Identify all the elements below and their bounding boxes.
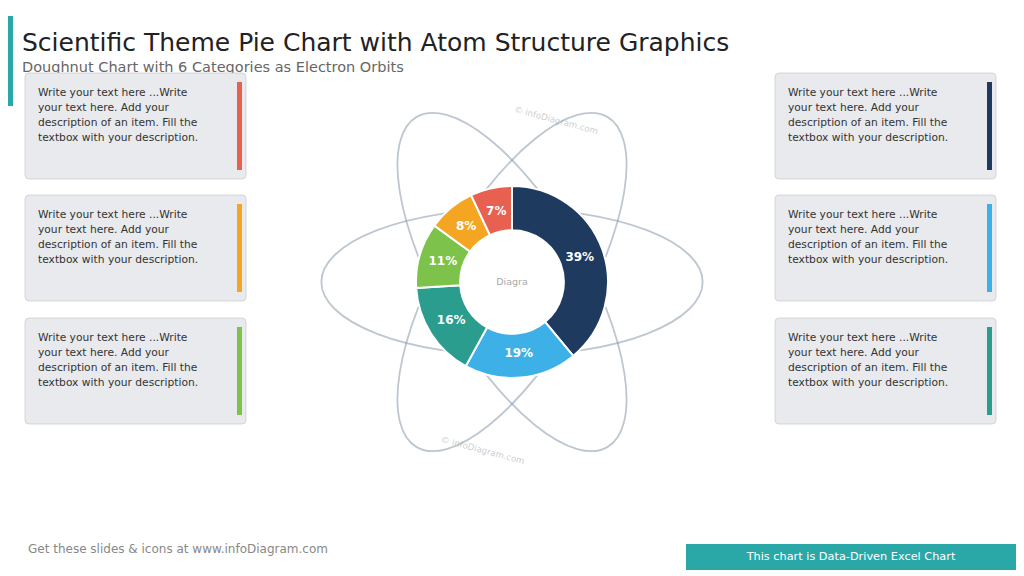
title: Scientific Theme Pie Chart with Atom Str… (22, 28, 729, 57)
text-box-accent (987, 204, 992, 292)
text-box-text: Write your text here ...Writeyour text h… (38, 208, 198, 266)
doughnut-hole (460, 230, 564, 334)
footer-text: Get these slides & icons at www.infoDiag… (28, 542, 328, 556)
text-box-accent (237, 204, 242, 292)
text-box-bg (25, 195, 246, 301)
doughnut: 39% 19% 16% 11% 8% 7% Diagra (416, 186, 608, 378)
slice (471, 186, 512, 235)
data-label: 16% (437, 313, 466, 327)
text-box: Write your text here ...Writeyour text h… (25, 318, 246, 424)
data-label: 19% (504, 346, 533, 360)
watermark: © infoDiagram.com (513, 104, 599, 136)
text-box-accent (987, 327, 992, 415)
text-box-bg (775, 73, 996, 179)
orbit (321, 209, 702, 356)
data-label: 11% (428, 254, 457, 268)
accent-bar (8, 16, 13, 106)
center-text: Diagra (496, 276, 528, 287)
orbit (353, 80, 671, 484)
text-box-accent (987, 82, 992, 170)
text-box: Write your text here ...Writeyour text h… (775, 318, 996, 424)
text-box-accent (237, 327, 242, 415)
text-box: Write your text here ...Writeyour text h… (25, 195, 246, 301)
data-label: 7% (486, 204, 506, 218)
text-box: Write your text here ...Writeyour text h… (775, 195, 996, 301)
chart: Scientific Theme Pie Chart with Atom Str… (0, 0, 1024, 576)
text-box-text: Write your text here ...Writeyour text h… (38, 86, 198, 144)
text-box-text: Write your text here ...Writeyour text h… (788, 331, 948, 389)
text-box-text: Write your text here ...Writeyour text h… (788, 208, 948, 266)
text-box-bg (775, 318, 996, 424)
data-label: 39% (565, 250, 594, 264)
text-box: Write your text here ...Writeyour text h… (25, 73, 246, 179)
text-box-bg (25, 73, 246, 179)
text-box-text: Write your text here ...Writeyour text h… (788, 86, 948, 144)
watermark: © infoDiagram.com (440, 434, 526, 466)
text-box-bg (775, 195, 996, 301)
slices (416, 186, 608, 378)
footer-box (686, 544, 1016, 570)
orbit (353, 80, 671, 484)
atom: © infoDiagram.com © infoDiagram.com (321, 80, 702, 484)
text-box-text: Write your text here ...Writeyour text h… (38, 331, 198, 389)
data-label: 8% (456, 219, 476, 233)
text-box-accent (237, 82, 242, 170)
footer-right: This chart is Data-Driven Excel Chart (746, 550, 956, 563)
text-box-bg (25, 318, 246, 424)
text-box: Write your text here ...Writeyour text h… (775, 73, 996, 179)
